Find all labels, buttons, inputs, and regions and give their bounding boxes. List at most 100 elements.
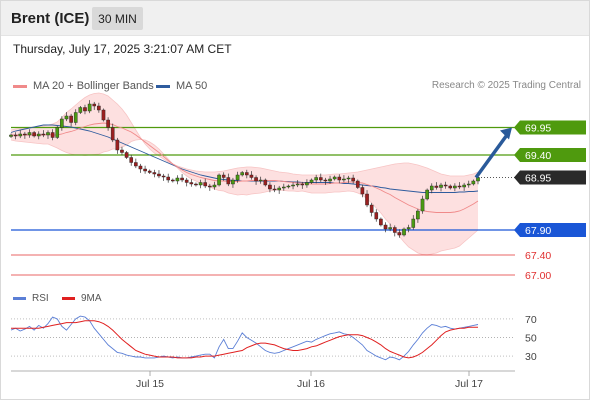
candle-body bbox=[462, 184, 466, 188]
candle-body bbox=[60, 118, 64, 128]
candle-body bbox=[425, 189, 429, 200]
candle-body bbox=[314, 177, 318, 181]
candle-body bbox=[92, 103, 97, 107]
forecast-arrow-head bbox=[500, 127, 512, 140]
timeframe-button[interactable]: 30 MIN bbox=[92, 7, 143, 30]
candle-body bbox=[166, 176, 171, 181]
bollinger-band-fill bbox=[11, 93, 478, 255]
candle-body bbox=[245, 172, 249, 176]
candle-body bbox=[226, 177, 231, 185]
bollinger-upper-line bbox=[10, 92, 479, 177]
candle-body bbox=[402, 228, 406, 236]
legend-bollinger-swatch bbox=[13, 84, 27, 88]
candle-body bbox=[152, 172, 157, 175]
candle-body bbox=[23, 133, 27, 136]
candle-body bbox=[300, 183, 305, 186]
ma20-line bbox=[11, 122, 479, 213]
candle-body bbox=[32, 132, 36, 137]
candle-body bbox=[124, 152, 129, 158]
legend-bollinger-label: MA 20 + Bollinger Bands bbox=[33, 80, 154, 92]
candle-body bbox=[235, 174, 240, 181]
candle-body bbox=[263, 179, 268, 186]
candle-body bbox=[369, 204, 374, 213]
rsi-line bbox=[10, 315, 479, 361]
candle-body bbox=[309, 179, 314, 183]
candle-body bbox=[143, 168, 147, 172]
candle-body bbox=[439, 184, 443, 188]
level-label-67.00: 67.00 bbox=[525, 270, 551, 282]
candle-body bbox=[365, 193, 369, 206]
candle-body bbox=[416, 210, 420, 220]
candle-body bbox=[175, 177, 180, 182]
candle-body bbox=[221, 174, 226, 178]
candle-body bbox=[383, 224, 388, 230]
candle-body bbox=[36, 133, 41, 137]
candle-body bbox=[41, 133, 46, 136]
legend-ma50-label: MA 50 bbox=[176, 80, 208, 92]
candle-body bbox=[342, 178, 346, 181]
rsi-tick-70: 70 bbox=[525, 314, 537, 326]
candle-body bbox=[64, 115, 69, 120]
candle-body bbox=[305, 182, 309, 186]
candle-body bbox=[379, 218, 383, 226]
candle-body bbox=[87, 103, 92, 112]
candle-body bbox=[97, 105, 101, 111]
level-tag-69.95 bbox=[514, 120, 586, 135]
level-label-69.40: 69.40 bbox=[525, 150, 551, 162]
candle-body bbox=[388, 227, 392, 230]
candle-body bbox=[134, 162, 138, 167]
legend-ma50: MA 50 bbox=[156, 80, 207, 92]
candle-body bbox=[189, 182, 194, 185]
x-tick-label: Jul 16 bbox=[297, 378, 325, 390]
candle-body bbox=[406, 227, 411, 230]
candle-body bbox=[374, 212, 379, 220]
legend-9ma-swatch bbox=[62, 297, 75, 300]
candle-body bbox=[258, 179, 263, 182]
candle-body bbox=[83, 107, 87, 112]
candle-body bbox=[397, 232, 402, 236]
candle-body bbox=[328, 178, 332, 182]
legend-bollinger: MA 20 + Bollinger Bands bbox=[13, 80, 154, 92]
candle-body bbox=[171, 179, 175, 182]
candle-body bbox=[13, 134, 18, 137]
candle-body bbox=[277, 187, 281, 191]
legend-rsi-swatch bbox=[13, 297, 26, 300]
candle-body bbox=[212, 184, 217, 188]
forecast-arrow-shaft bbox=[474, 132, 510, 179]
candle-body bbox=[295, 183, 300, 186]
candle-body bbox=[18, 133, 23, 137]
candle-body bbox=[184, 179, 189, 183]
instrument-title: Brent (ICE) bbox=[11, 10, 90, 27]
candle-body bbox=[318, 177, 323, 181]
candle-body bbox=[323, 179, 328, 182]
candle-body bbox=[471, 180, 476, 185]
candle-body bbox=[351, 177, 355, 182]
rsi-ma9-line bbox=[11, 320, 478, 359]
candle-body bbox=[249, 174, 254, 178]
candle-body bbox=[217, 174, 221, 186]
candle-body bbox=[147, 170, 152, 173]
candle-body bbox=[448, 185, 453, 189]
candle-body bbox=[453, 185, 457, 189]
candle-body bbox=[466, 183, 471, 186]
candle-body bbox=[9, 134, 13, 137]
candle-body bbox=[231, 179, 235, 185]
candle-body bbox=[115, 139, 120, 151]
candle-body bbox=[282, 186, 286, 189]
candle-body bbox=[78, 107, 83, 113]
candle-body bbox=[291, 184, 295, 187]
legend-rsi: RSI bbox=[13, 293, 49, 304]
candle-body bbox=[240, 172, 244, 176]
candle-body bbox=[254, 177, 258, 182]
candle-body bbox=[55, 127, 60, 138]
candle-body bbox=[106, 119, 110, 128]
legend-rsi-label: RSI bbox=[32, 293, 49, 304]
candle-body bbox=[286, 185, 291, 188]
legend-ma50-swatch bbox=[156, 84, 170, 88]
candle-body bbox=[101, 109, 106, 121]
level-tag-67.90 bbox=[514, 223, 586, 237]
x-tick-label: Jul 15 bbox=[136, 378, 164, 390]
candle-body bbox=[346, 177, 351, 180]
candle-body bbox=[355, 180, 360, 188]
